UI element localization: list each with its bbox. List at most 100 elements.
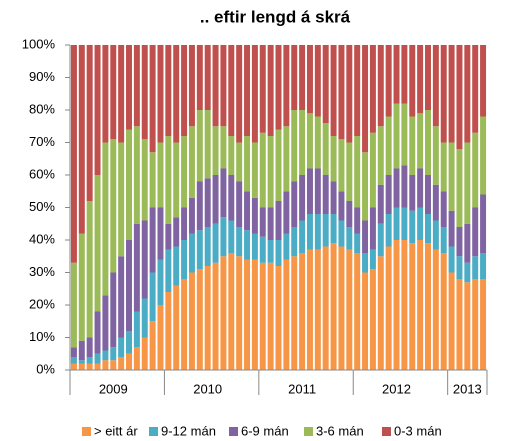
bar-segment <box>78 45 85 234</box>
bar-segment <box>165 45 172 136</box>
bar-segment <box>228 253 235 370</box>
bar-segment <box>267 207 274 240</box>
bar-segment <box>275 201 282 240</box>
bar-segment <box>346 201 353 227</box>
bar-segment <box>204 227 211 266</box>
bar-segment <box>181 136 188 208</box>
bar-segment <box>78 363 85 370</box>
bar-segment <box>377 256 384 370</box>
bar-segment <box>425 45 431 110</box>
bar-segment <box>314 249 321 370</box>
bar-segment <box>181 279 188 370</box>
bar-segment <box>94 363 101 370</box>
bar-segment <box>299 175 306 221</box>
bar-segment <box>322 214 329 247</box>
bar-segment <box>133 223 140 312</box>
bar-segment <box>409 175 416 211</box>
bar-segment <box>306 214 313 250</box>
bar-segment <box>338 139 345 192</box>
bar-segment <box>236 227 243 257</box>
bar-segment <box>417 45 424 114</box>
bar-segment <box>432 220 439 250</box>
bar-segment <box>86 357 93 364</box>
bar-segment <box>70 347 77 357</box>
bar-segment <box>94 45 101 175</box>
bar-segment <box>377 126 384 185</box>
bar-segment <box>133 311 140 348</box>
bar-segment <box>141 337 148 370</box>
bar-segment <box>118 357 125 370</box>
bar-segment <box>133 45 140 127</box>
bar-segment <box>480 279 487 370</box>
x-tick-label: 2013 <box>453 381 482 396</box>
bar-segment <box>464 223 471 263</box>
bar-segment <box>157 305 164 370</box>
bar-segment <box>196 45 203 110</box>
bar-segment <box>362 152 369 221</box>
bar-segment <box>196 269 203 370</box>
bar-segment <box>385 116 392 175</box>
bar-segment <box>259 45 266 133</box>
bar-segment <box>220 168 227 218</box>
x-tick-label: 2010 <box>193 381 222 396</box>
bar-segment <box>244 45 251 136</box>
bar-segment <box>228 45 235 136</box>
bar-segment <box>165 292 172 370</box>
bar-segment <box>306 113 313 169</box>
bar-segment <box>401 165 408 208</box>
bar-segment <box>369 45 376 133</box>
bar-segment <box>299 45 306 110</box>
bar-segment <box>448 45 455 143</box>
bar-segment <box>330 45 337 136</box>
bar-segment <box>393 103 400 169</box>
bar-segment <box>299 253 306 370</box>
bar-segment <box>346 45 353 143</box>
bar-segment <box>283 191 290 234</box>
bar-segment <box>102 142 109 296</box>
bar-segment <box>440 142 447 192</box>
bar-segment <box>149 272 156 322</box>
bar-segment <box>70 45 77 263</box>
legend-label: 3-6 mán <box>316 423 364 438</box>
bar-segment <box>212 45 219 127</box>
bar-segment <box>228 136 235 175</box>
bar-segment <box>267 262 274 370</box>
bar-segment <box>283 126 290 192</box>
bar-segment <box>173 285 180 370</box>
bar-segment <box>141 220 148 299</box>
bar-segment <box>204 110 211 179</box>
bar-segment <box>102 360 109 370</box>
bar-segment <box>149 321 156 370</box>
bar-segment <box>432 249 439 370</box>
bar-segment <box>275 129 282 201</box>
bar-segment <box>228 220 235 253</box>
bar-segment <box>236 142 243 182</box>
bar-segment <box>188 233 195 273</box>
bar-segment <box>283 233 290 260</box>
bar-segment <box>110 360 117 370</box>
bar-segment <box>393 240 400 370</box>
bar-segment <box>275 240 282 266</box>
y-tick-label: 20% <box>29 296 55 311</box>
bar-segment <box>354 45 361 136</box>
bar-segment <box>102 350 109 361</box>
bar-segment <box>251 197 258 234</box>
bar-segment <box>480 45 487 117</box>
bar-segment <box>432 45 439 127</box>
bar-segment <box>196 110 203 182</box>
bar-segment <box>306 45 313 114</box>
bar-segment <box>133 126 140 224</box>
bar-segment <box>393 207 400 240</box>
bar-segment <box>417 240 424 370</box>
bar-segment <box>291 227 298 257</box>
x-tick-label: 2009 <box>99 381 128 396</box>
bar-segment <box>330 243 337 370</box>
legend-swatch <box>304 427 313 436</box>
bar-segment <box>393 168 400 208</box>
bar-segment <box>409 116 416 175</box>
bar-segment <box>448 210 455 247</box>
bar-segment <box>78 360 85 364</box>
bar-segment <box>149 207 156 273</box>
bar-segment <box>432 184 439 221</box>
